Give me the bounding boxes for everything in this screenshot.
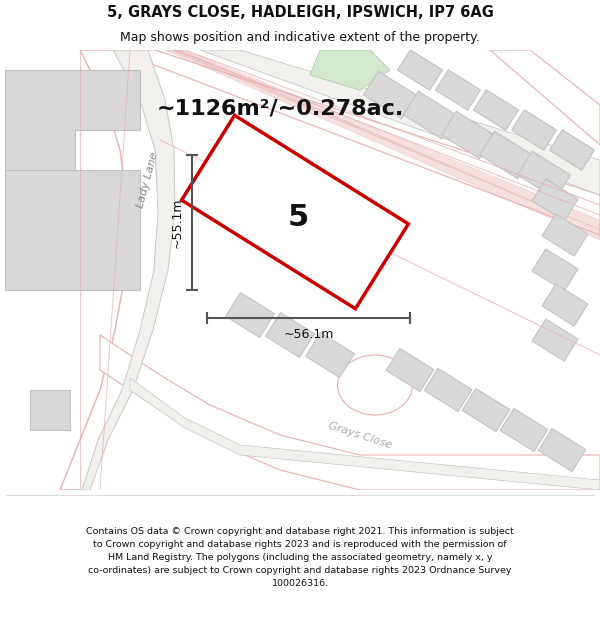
- Polygon shape: [442, 111, 494, 159]
- Polygon shape: [310, 50, 390, 90]
- Text: 5: 5: [287, 204, 308, 232]
- Polygon shape: [100, 335, 600, 490]
- Text: 5, GRAYS CLOSE, HADLEIGH, IPSWICH, IP7 6AG: 5, GRAYS CLOSE, HADLEIGH, IPSWICH, IP7 6…: [107, 5, 493, 20]
- Polygon shape: [82, 50, 175, 490]
- Polygon shape: [538, 428, 586, 472]
- Polygon shape: [182, 115, 409, 309]
- Polygon shape: [5, 70, 140, 180]
- Polygon shape: [275, 198, 325, 242]
- Text: ~1126m²/~0.278ac.: ~1126m²/~0.278ac.: [157, 98, 404, 118]
- Polygon shape: [226, 292, 274, 338]
- Polygon shape: [266, 312, 314, 358]
- Text: Grays Close: Grays Close: [327, 420, 393, 450]
- Polygon shape: [462, 388, 510, 432]
- Polygon shape: [542, 284, 588, 326]
- Polygon shape: [60, 50, 172, 490]
- Polygon shape: [200, 50, 600, 195]
- Polygon shape: [500, 408, 548, 452]
- Polygon shape: [30, 390, 70, 430]
- Polygon shape: [436, 70, 481, 110]
- Text: Lady Lane: Lady Lane: [136, 151, 160, 209]
- Polygon shape: [479, 131, 532, 179]
- Polygon shape: [115, 50, 600, 235]
- Text: ~56.1m: ~56.1m: [283, 328, 334, 341]
- Polygon shape: [165, 50, 600, 240]
- Text: Map shows position and indicative extent of the property.: Map shows position and indicative extent…: [120, 31, 480, 44]
- Polygon shape: [512, 110, 556, 150]
- Polygon shape: [550, 130, 595, 170]
- Text: Contains OS data © Crown copyright and database right 2021. This information is : Contains OS data © Crown copyright and d…: [86, 528, 514, 588]
- Polygon shape: [130, 378, 600, 490]
- Polygon shape: [490, 50, 600, 145]
- Polygon shape: [364, 71, 416, 119]
- Polygon shape: [532, 179, 578, 221]
- Polygon shape: [5, 170, 140, 290]
- Polygon shape: [386, 348, 434, 392]
- Polygon shape: [542, 214, 588, 256]
- Polygon shape: [398, 50, 442, 90]
- Polygon shape: [518, 151, 571, 199]
- Ellipse shape: [337, 355, 413, 415]
- Polygon shape: [305, 332, 355, 378]
- Polygon shape: [215, 158, 265, 202]
- Polygon shape: [170, 50, 600, 230]
- Polygon shape: [473, 90, 518, 130]
- Polygon shape: [424, 368, 472, 412]
- Polygon shape: [245, 177, 295, 222]
- Text: ~55.1m: ~55.1m: [171, 198, 184, 248]
- Polygon shape: [532, 319, 578, 361]
- Polygon shape: [404, 91, 457, 139]
- Polygon shape: [532, 249, 578, 291]
